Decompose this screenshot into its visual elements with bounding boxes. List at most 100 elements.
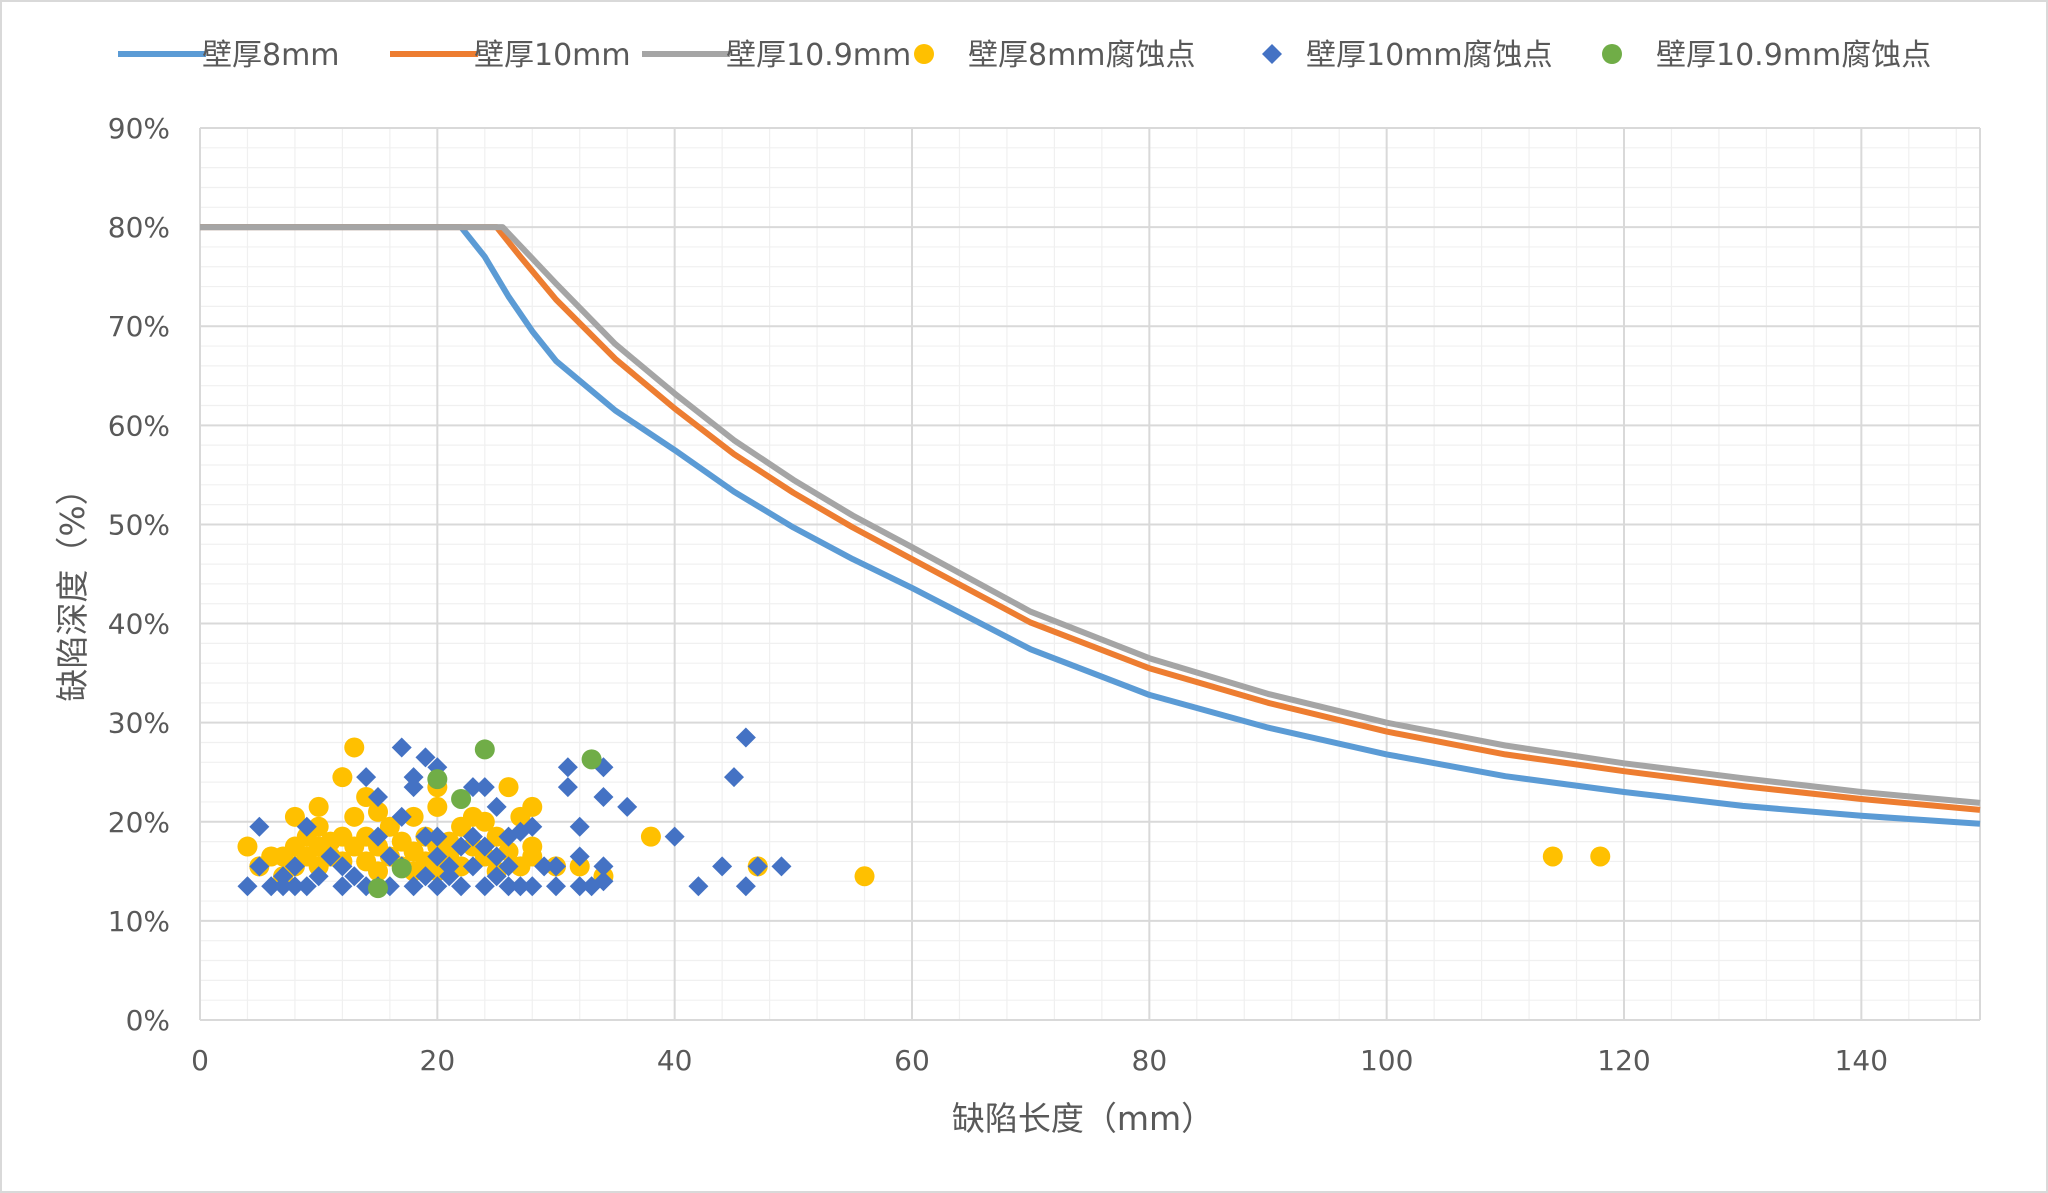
scatter-point-diamond [569, 816, 590, 837]
scatter-point-diamond [403, 777, 424, 798]
scatter-point-circle [498, 777, 519, 798]
scatter-point-circle [451, 788, 472, 809]
scatter-point-diamond [534, 856, 555, 877]
series-line [200, 224, 1981, 806]
scatter-point-diamond [451, 876, 472, 897]
scatter-point-diamond [474, 836, 495, 857]
legend: 壁厚8mm 壁厚10mm 壁厚10.9mm 壁厚8mm腐蚀点 壁厚10mm腐蚀点 壁厚10… [118, 38, 1931, 73]
scatter-point-circle [427, 796, 448, 817]
scatter-point-diamond [415, 747, 436, 768]
scatter-point-diamond [486, 866, 507, 887]
scatter-point-diamond [510, 876, 531, 897]
scatter-point-circle [368, 861, 388, 882]
legend-label: 壁厚10.9mm [726, 38, 911, 73]
scatter-point-circle [344, 806, 365, 827]
scatter-point-diamond [296, 876, 317, 897]
x-tick-label: 40 [657, 1044, 693, 1077]
scatter-point-diamond [296, 816, 317, 837]
scatter-point-diamond [593, 787, 614, 807]
scatter-point-diamond [735, 727, 756, 748]
scatter-point-diamond [273, 876, 294, 897]
scatter-point-diamond [688, 876, 709, 897]
y-tick-label: 50% [108, 508, 170, 541]
scatter-point-diamond [308, 866, 329, 887]
scatter-point-diamond [415, 866, 436, 887]
scatter-point-diamond [344, 866, 365, 887]
legend-label: 壁厚10mm腐蚀点 [1306, 38, 1553, 73]
legend-swatch-circle [914, 44, 934, 64]
y-tick-label: 90% [108, 112, 170, 145]
scatter-point-diamond [474, 876, 495, 897]
x-tick-label: 60 [894, 1044, 930, 1077]
scatter-point-diamond [546, 876, 566, 897]
y-tick-label: 80% [108, 211, 170, 244]
scatter-point-circle [356, 787, 377, 807]
scatter-point-circle [522, 846, 543, 867]
scatter-point-diamond [557, 777, 578, 798]
x-tick-label: 100 [1360, 1044, 1413, 1077]
scatter-point-diamond [451, 836, 472, 857]
scatter-point-diamond [320, 846, 341, 867]
scatter-point-diamond [284, 856, 305, 877]
scatter-point-circle [391, 858, 412, 879]
scatter-point-diamond [664, 826, 685, 847]
y-tick-label: 0% [126, 1004, 170, 1037]
legend-swatch-circle [1602, 44, 1622, 64]
scatter-point-circle [486, 826, 507, 847]
scatter-point-diamond [569, 876, 590, 897]
scatter-point-diamond [356, 767, 377, 788]
x-axis-title: 缺陷长度（mm） [952, 1099, 1214, 1138]
x-tick-label: 20 [420, 1044, 456, 1077]
scatter-point-diamond [593, 856, 614, 877]
legend-label: 壁厚8mm [202, 38, 340, 73]
scatter-point-diamond [368, 826, 388, 847]
x-tick-label: 140 [1835, 1044, 1888, 1077]
scatter-point-circle [474, 739, 495, 760]
scatter-point-diamond [617, 796, 638, 817]
x-tick-labels: 0 20 40 60 80 100 120 140 [191, 1044, 1888, 1077]
scatter-point-circle [368, 801, 388, 822]
scatter-point-diamond [522, 876, 543, 897]
scatter-point-diamond [427, 876, 448, 897]
scatter-point-circle [403, 806, 424, 827]
y-tick-label: 30% [108, 707, 170, 740]
line-series [200, 224, 1981, 827]
scatter-point-circle [854, 866, 875, 887]
scatter-point-circle [344, 737, 365, 758]
scatter-point-diamond [332, 876, 353, 897]
x-tick-label: 120 [1597, 1044, 1650, 1077]
y-tick-label: 60% [108, 409, 170, 442]
scatter-point-diamond [712, 856, 733, 877]
scatter-point-diamond [415, 826, 436, 847]
scatter-point-circle [640, 826, 661, 847]
scatter-point-diamond [735, 876, 756, 897]
scatter-point-diamond [486, 846, 507, 867]
y-tick-label: 10% [108, 905, 170, 938]
legend-label: 壁厚10.9mm腐蚀点 [1656, 38, 1931, 73]
scatter-point-diamond [546, 856, 566, 877]
scatter-point-diamond [724, 767, 744, 788]
legend-label: 壁厚8mm腐蚀点 [968, 38, 1196, 73]
scatter-point-diamond [261, 876, 282, 897]
scatter-point-diamond [498, 876, 519, 897]
scatter-point-diamond [593, 871, 614, 892]
scatter-point-circle [379, 816, 400, 837]
y-tick-label: 70% [108, 310, 170, 343]
scatter-point-circle [427, 769, 448, 790]
scatter-point-circle [522, 796, 543, 817]
scatter-point-circle [368, 878, 388, 899]
series-line [200, 224, 1981, 827]
scatter-point-circle [284, 806, 305, 827]
series-line [200, 224, 1981, 813]
scatter-point-diamond [747, 856, 768, 877]
scatter-point-diamond [462, 826, 483, 847]
scatter-point-circle [332, 767, 353, 788]
scatter-point-circle [237, 836, 258, 857]
scatter-point-circle [1590, 846, 1611, 867]
scatter-point-diamond [391, 806, 412, 827]
x-tick-label: 0 [191, 1044, 209, 1077]
y-tick-label: 40% [108, 608, 170, 641]
scatter-point-diamond [237, 876, 258, 897]
x-tick-label: 80 [1132, 1044, 1168, 1077]
